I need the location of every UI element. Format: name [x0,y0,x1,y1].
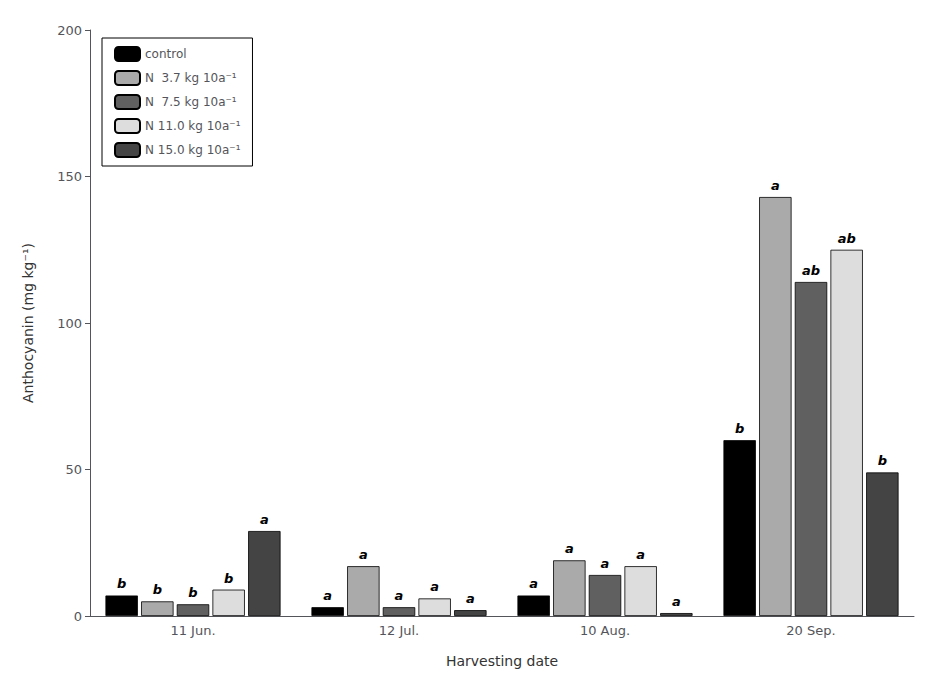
svg-text:b: b [735,421,744,436]
svg-text:a: a [771,178,780,193]
svg-text:100: 100 [57,316,82,331]
svg-text:N 15.0 kg 10a⁻¹: N 15.0 kg 10a⁻¹ [145,143,241,157]
svg-text:a: a [529,576,538,591]
svg-text:a: a [636,547,645,562]
svg-text:200: 200 [57,23,82,38]
svg-text:Harvesting date: Harvesting date [446,653,558,669]
svg-text:11 Jun.: 11 Jun. [170,623,215,638]
svg-text:N 11.0 kg 10a⁻¹: N 11.0 kg 10a⁻¹ [145,119,241,133]
svg-text:20 Sep.: 20 Sep. [786,623,835,638]
svg-text:a: a [672,594,681,609]
svg-text:50: 50 [65,462,82,477]
svg-text:a: a [395,588,404,603]
svg-text:150: 150 [57,169,82,184]
svg-text:b: b [188,585,197,600]
svg-text:a: a [260,512,269,527]
svg-text:b: b [224,571,233,586]
svg-text:b: b [117,576,126,591]
svg-text:12 Jul.: 12 Jul. [379,623,420,638]
svg-text:b: b [153,582,162,597]
svg-text:ab: ab [838,231,856,246]
svg-text:N 3.7 kg 10a⁻¹: N 3.7 kg 10a⁻¹ [145,71,237,85]
svg-text:a: a [601,556,610,571]
svg-text:ab: ab [802,263,820,278]
svg-text:b: b [878,453,887,468]
svg-text:a: a [565,541,574,556]
svg-text:Anthocyanin (mg kg⁻¹): Anthocyanin (mg kg⁻¹) [20,243,36,403]
svg-text:10 Aug.: 10 Aug. [580,623,630,638]
svg-text:a: a [466,591,475,606]
svg-text:a: a [359,547,368,562]
svg-text:0: 0 [74,609,82,624]
svg-text:a: a [323,588,332,603]
svg-text:N 7.5 kg 10a⁻¹: N 7.5 kg 10a⁻¹ [145,95,237,109]
svg-text:a: a [430,579,439,594]
svg-text:control: control [145,47,187,61]
